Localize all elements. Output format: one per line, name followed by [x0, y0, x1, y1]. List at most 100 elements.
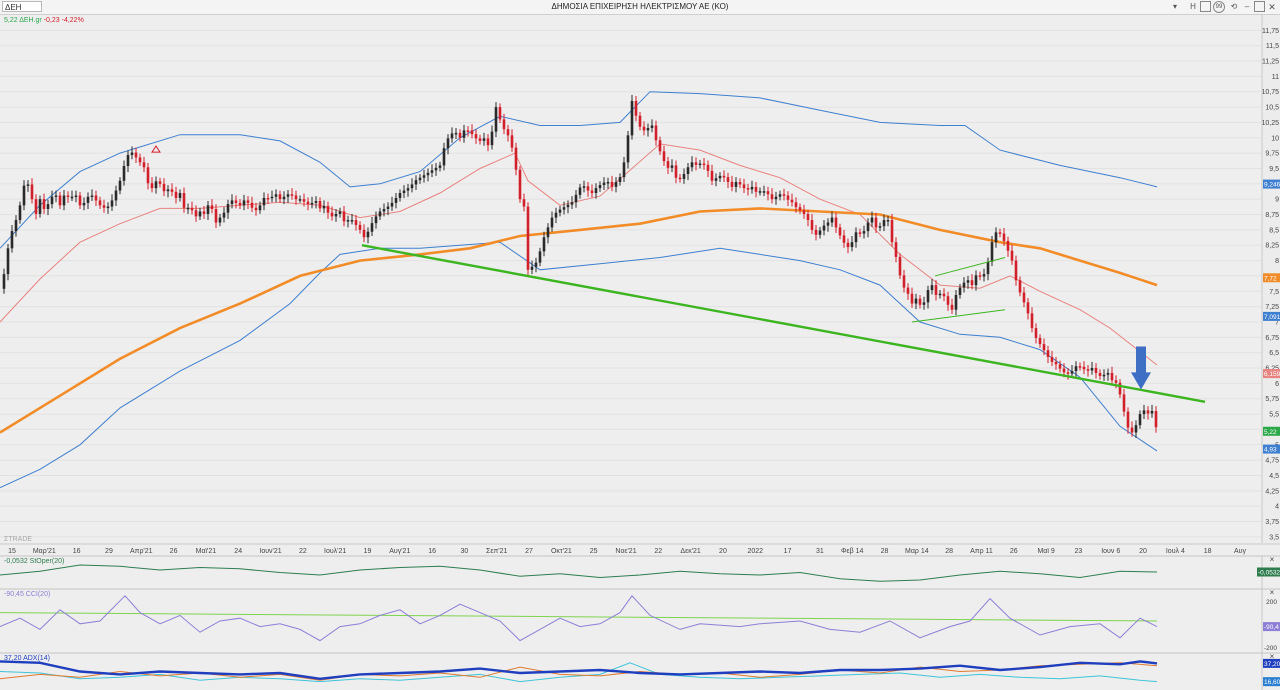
candle-body	[490, 131, 494, 146]
candle-body	[186, 207, 190, 210]
candle-body	[66, 195, 70, 198]
candle-body	[98, 200, 102, 206]
candle-body	[26, 184, 30, 186]
candle-body	[738, 181, 742, 185]
square-icon[interactable]	[1200, 1, 1211, 12]
y-tick-label: 5,75	[1265, 396, 1279, 403]
candle-body	[382, 209, 386, 212]
y-tick-label: 8,75	[1265, 212, 1279, 219]
candle-body	[2, 274, 6, 289]
y-tick-label: 10	[1271, 135, 1279, 142]
candle-body	[910, 293, 914, 304]
candle-body	[254, 207, 258, 211]
signal-triangle-marker	[151, 145, 161, 153]
symbol-input[interactable]: ΔΕΗ	[2, 1, 42, 12]
maximize-icon[interactable]	[1254, 1, 1265, 12]
candle-body	[682, 174, 686, 179]
candle-body	[330, 212, 334, 217]
y-tick-label: 8	[1275, 258, 1279, 265]
candle-body	[850, 242, 854, 248]
candle-body	[822, 225, 826, 231]
candle-body	[1030, 313, 1034, 329]
candle-body	[118, 180, 122, 191]
candle-body	[1018, 280, 1022, 293]
candle-body	[866, 222, 870, 232]
candle-body	[1046, 350, 1050, 357]
y-tick-label: 11,25	[1262, 59, 1279, 66]
candle-body	[586, 186, 590, 191]
candle-body	[870, 217, 874, 223]
candle-body	[1086, 369, 1090, 371]
adx-label: 37,20 ADX(14)	[4, 655, 50, 662]
candle-body	[106, 206, 110, 209]
candle-body	[86, 196, 90, 203]
candle-body	[166, 189, 170, 192]
dropdown-chevron-icon[interactable]: ▾	[1172, 2, 1177, 11]
candle-body	[214, 209, 218, 223]
candle-body	[446, 138, 450, 149]
candle-body	[362, 229, 366, 238]
candle-body	[278, 194, 282, 200]
candle-body	[42, 199, 46, 210]
candle-body	[1138, 414, 1142, 426]
candle-body	[82, 202, 86, 206]
price-badge-label: 7,091	[1264, 314, 1280, 321]
sma200-line	[0, 207, 1158, 434]
candle-body	[1002, 233, 1006, 241]
triangle-line	[911, 309, 1006, 323]
candle-body	[550, 217, 554, 228]
cci-label: -90,45 CCI(20)	[4, 591, 50, 598]
candle-body	[194, 210, 198, 217]
price-badge-label: 4,93	[1264, 447, 1277, 454]
candle-body	[246, 200, 250, 203]
candle-body	[578, 187, 582, 195]
candle-body	[342, 211, 346, 222]
candle-body	[1094, 368, 1098, 373]
candle-body	[990, 242, 994, 262]
x-tick-label: 26	[170, 548, 178, 555]
candle-body	[394, 197, 398, 203]
y-tick-label: 6,5	[1269, 350, 1279, 357]
candle-body	[298, 199, 302, 201]
hlc-button[interactable]: H	[1190, 2, 1196, 11]
candle-body	[938, 293, 942, 296]
y-tick-label: 10,5	[1265, 105, 1279, 112]
candle-body	[158, 181, 162, 184]
candle-body	[758, 191, 762, 193]
candle-body	[566, 204, 570, 208]
y-tick-label: 7,5	[1269, 289, 1279, 296]
candle-body	[666, 161, 670, 168]
price-badge	[1263, 426, 1280, 436]
candle-body	[970, 280, 974, 286]
candle-body	[646, 127, 650, 131]
x-tick-label: Δεκ'21	[680, 548, 701, 555]
minimize-icon[interactable]: –	[1244, 2, 1250, 11]
adx-badge	[1263, 658, 1280, 668]
candle-body	[618, 177, 622, 182]
candle-body	[598, 185, 602, 189]
candle-body	[782, 194, 786, 196]
candle-body	[1042, 344, 1046, 351]
y-tick-label: 6	[1275, 381, 1279, 388]
candle-body	[654, 125, 658, 141]
x-tick-label: 16	[428, 548, 436, 555]
candle-body	[74, 195, 78, 198]
candles	[2, 94, 1158, 439]
candle-body	[662, 151, 666, 162]
y-tick-label: 9,5	[1269, 166, 1279, 173]
close-icon[interactable]: ✕	[1268, 2, 1276, 12]
candle-body	[318, 201, 322, 209]
candle-body	[142, 162, 146, 168]
ninety-nine-button[interactable]: 99	[1213, 1, 1225, 13]
link-icon[interactable]: ⟲	[1230, 2, 1238, 11]
candle-body	[966, 280, 970, 283]
candle-body	[1034, 328, 1038, 338]
candle-body	[658, 140, 662, 152]
di-badge-label: 16,60	[1264, 679, 1280, 686]
candle-body	[878, 226, 882, 228]
watermark-text: ΣTRADE	[4, 536, 32, 543]
x-tick-label: 19	[364, 548, 372, 555]
candle-body	[742, 184, 746, 189]
x-tick-label: Απρ'21	[130, 548, 153, 555]
candle-body	[326, 205, 330, 213]
